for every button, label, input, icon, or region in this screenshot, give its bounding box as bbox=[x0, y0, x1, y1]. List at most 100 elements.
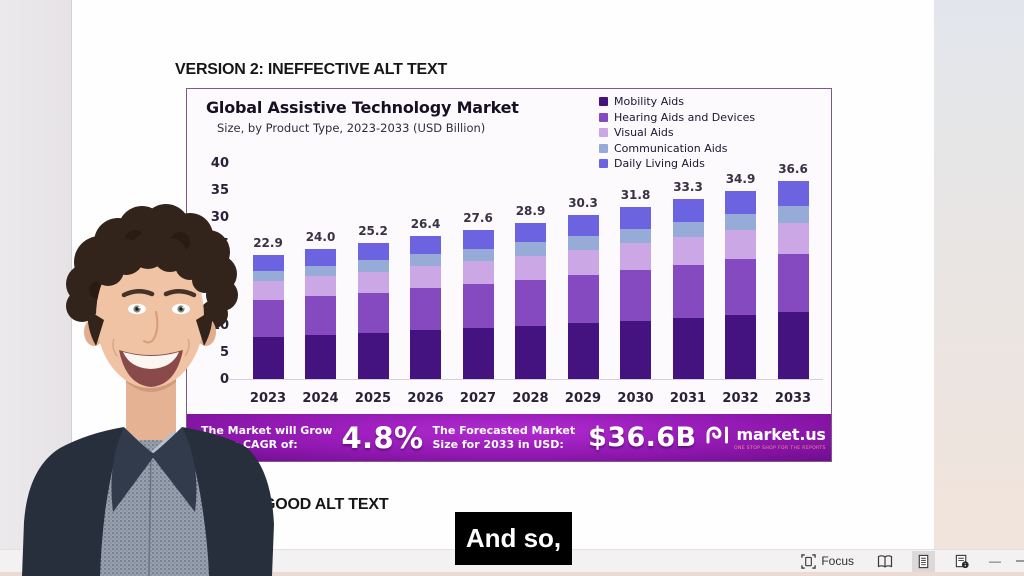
bar-segment bbox=[357, 260, 389, 272]
bar-segment bbox=[305, 276, 336, 297]
bar-value-label: 22.9 bbox=[253, 236, 283, 251]
bar-segment bbox=[305, 334, 336, 379]
legend-swatch bbox=[599, 159, 608, 168]
window-right-margin bbox=[934, 0, 1024, 576]
x-axis-tick: 2032 bbox=[722, 391, 759, 406]
web-layout-button[interactable] bbox=[950, 551, 974, 572]
brand-logo: market.us ONE STOP SHOP FOR THE REPORTS bbox=[705, 425, 826, 451]
bar-segment bbox=[620, 269, 651, 321]
x-axis-line bbox=[229, 378, 823, 380]
bar-segment bbox=[462, 248, 494, 262]
forecast-label-line1: The Forecasted Market bbox=[432, 424, 576, 438]
print-layout-icon bbox=[918, 554, 929, 568]
focus-label: Focus bbox=[821, 554, 854, 568]
chart-subtitle: Size, by Product Type, 2023-2033 (USD Bi… bbox=[217, 121, 486, 135]
x-axis-tick: 2028 bbox=[512, 391, 549, 406]
bar-segment bbox=[672, 317, 704, 379]
x-axis-tick: 2026 bbox=[407, 391, 444, 406]
bar-segment bbox=[357, 332, 389, 379]
web-layout-icon bbox=[955, 554, 969, 568]
bar-segment bbox=[777, 312, 809, 379]
bar-segment bbox=[305, 265, 336, 277]
bar-segment bbox=[410, 330, 441, 379]
bar-segment bbox=[515, 280, 546, 327]
slide-heading-version2: VERSION 2: INEFFECTIVE ALT TEXT bbox=[175, 61, 448, 78]
stacked-bar-2032 bbox=[725, 190, 756, 379]
chart-legend: Mobility Aids Hearing Aids and Devices Vis… bbox=[599, 95, 755, 173]
brand-tagline: ONE STOP SHOP FOR THE REPORTS bbox=[734, 445, 826, 451]
legend-label: Hearing Aids and Devices bbox=[614, 110, 756, 124]
market-banner: The Market will Grow At the CAGR of: 4.8… bbox=[187, 414, 831, 461]
slide-heading-version3: GOOD ALT TEXT bbox=[263, 496, 389, 513]
nose bbox=[142, 310, 159, 344]
x-axis-tick: 2029 bbox=[564, 391, 602, 406]
brand-name: market.us bbox=[736, 425, 826, 444]
cagr-value: 4.8% bbox=[341, 420, 424, 455]
bar-segment bbox=[462, 229, 494, 249]
stacked-bar-2024 bbox=[305, 249, 336, 379]
bar-segment bbox=[410, 236, 441, 255]
bar-segment bbox=[567, 323, 599, 379]
x-axis-tick: 2024 bbox=[302, 391, 339, 406]
read-mode-button[interactable] bbox=[873, 551, 897, 572]
bar-value-label: 33.3 bbox=[673, 180, 703, 195]
bar-segment bbox=[462, 284, 494, 329]
x-axis-tick: 2023 bbox=[249, 391, 287, 406]
bar-segment bbox=[620, 243, 651, 270]
legend-item: Visual Aids bbox=[599, 126, 755, 139]
stacked-bar-2026 bbox=[410, 236, 441, 379]
y-axis-tick: 30 bbox=[210, 210, 229, 225]
bar-segment bbox=[515, 255, 546, 281]
plot-area: 051015202530354022.9202324.0202425.22025… bbox=[211, 156, 823, 406]
stacked-bar-2029 bbox=[567, 215, 599, 379]
bar-segment bbox=[515, 326, 546, 379]
legend-label: Visual Aids bbox=[614, 126, 674, 139]
legend-item: Hearing Aids and Devices bbox=[599, 111, 755, 124]
bar-segment bbox=[252, 255, 284, 271]
zoom-out-button[interactable]: — bbox=[989, 554, 1001, 568]
forecast-label: The Forecasted Market Size for 2033 in U… bbox=[433, 424, 576, 450]
legend-swatch bbox=[599, 97, 608, 106]
bar-segment bbox=[357, 292, 389, 333]
bar-segment bbox=[515, 222, 546, 243]
bar-segment bbox=[567, 249, 599, 276]
legend-label: Mobility Aids bbox=[614, 95, 684, 108]
x-axis-tick: 2030 bbox=[617, 391, 654, 406]
stacked-bar-2031 bbox=[672, 199, 704, 379]
bar-segment bbox=[725, 229, 756, 260]
bar-value-label: 34.9 bbox=[725, 171, 756, 186]
bar-segment bbox=[777, 206, 809, 223]
eyebrow bbox=[163, 289, 197, 298]
bar-segment bbox=[672, 221, 704, 237]
stacked-bar-2030 bbox=[620, 207, 651, 379]
stacked-bar-2033 bbox=[777, 181, 809, 379]
legend-swatch bbox=[599, 128, 608, 137]
bar-segment bbox=[252, 271, 284, 282]
bar-segment bbox=[567, 215, 599, 236]
bar-segment bbox=[252, 300, 284, 337]
bar-segment bbox=[725, 190, 756, 214]
x-axis-tick: 2033 bbox=[774, 391, 812, 406]
bar-segment bbox=[410, 288, 441, 331]
window-bottom-edge bbox=[0, 572, 1024, 576]
y-axis-tick: 40 bbox=[210, 156, 229, 171]
stacked-bar-2027 bbox=[462, 229, 494, 379]
chart-card: Global Assistive Technology Market Size,… bbox=[186, 88, 832, 462]
smile bbox=[112, 338, 190, 387]
zoom-slider[interactable] bbox=[1016, 560, 1024, 562]
print-layout-button[interactable] bbox=[912, 550, 935, 572]
chart-title: Global Assistive Technology Market bbox=[206, 98, 519, 117]
bar-value-label: 27.6 bbox=[463, 210, 493, 225]
legend-label: Communication Aids bbox=[614, 141, 728, 155]
bar-value-label: 28.9 bbox=[515, 203, 546, 218]
bar-segment bbox=[672, 236, 704, 266]
stacked-bar-2028 bbox=[515, 222, 546, 379]
cagr-label-line1: The Market will Grow bbox=[201, 424, 333, 438]
y-axis-tick: 5 bbox=[219, 345, 229, 360]
forecast-value: $36.6B bbox=[588, 422, 697, 453]
legend-item: Mobility Aids bbox=[599, 95, 755, 108]
presenter-photo bbox=[22, 204, 274, 576]
bar-segment bbox=[462, 328, 494, 379]
focus-mode-button[interactable]: Focus bbox=[797, 551, 858, 572]
